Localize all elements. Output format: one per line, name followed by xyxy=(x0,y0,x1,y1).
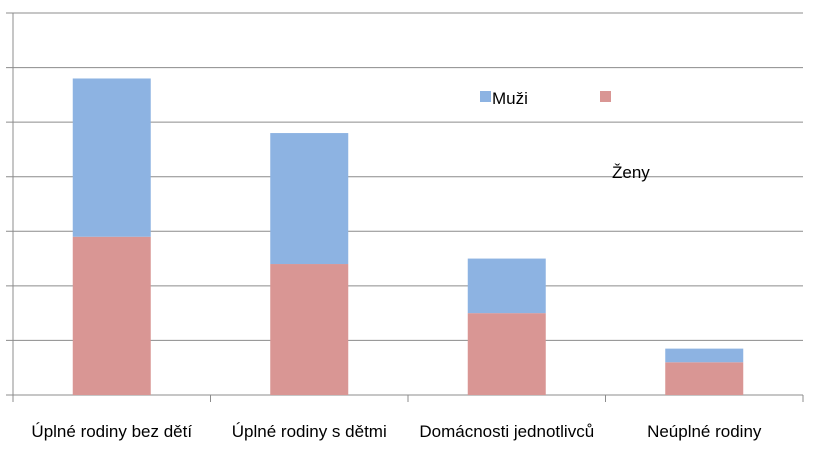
x-tick-label: Úplné rodiny bez dětí xyxy=(31,422,193,441)
bar-segment xyxy=(270,133,349,265)
legend-label: Ženy xyxy=(612,163,650,182)
legend-label: Muži xyxy=(492,89,528,108)
legend-swatch xyxy=(480,91,491,102)
x-tick-label: Úplné rodiny s dětmi xyxy=(231,422,387,441)
bar-segment xyxy=(665,348,744,363)
bar-segment xyxy=(72,78,151,237)
x-tick-label: Domácnosti jednotlivců xyxy=(419,422,595,441)
bar-segment xyxy=(72,236,151,395)
bar-segment xyxy=(467,258,546,314)
x-tick-label: Neúplné rodiny xyxy=(647,422,762,441)
bar-segment xyxy=(270,264,349,395)
legend-swatch xyxy=(600,91,611,102)
bar-segment xyxy=(665,362,744,395)
bar-segment xyxy=(467,313,546,395)
